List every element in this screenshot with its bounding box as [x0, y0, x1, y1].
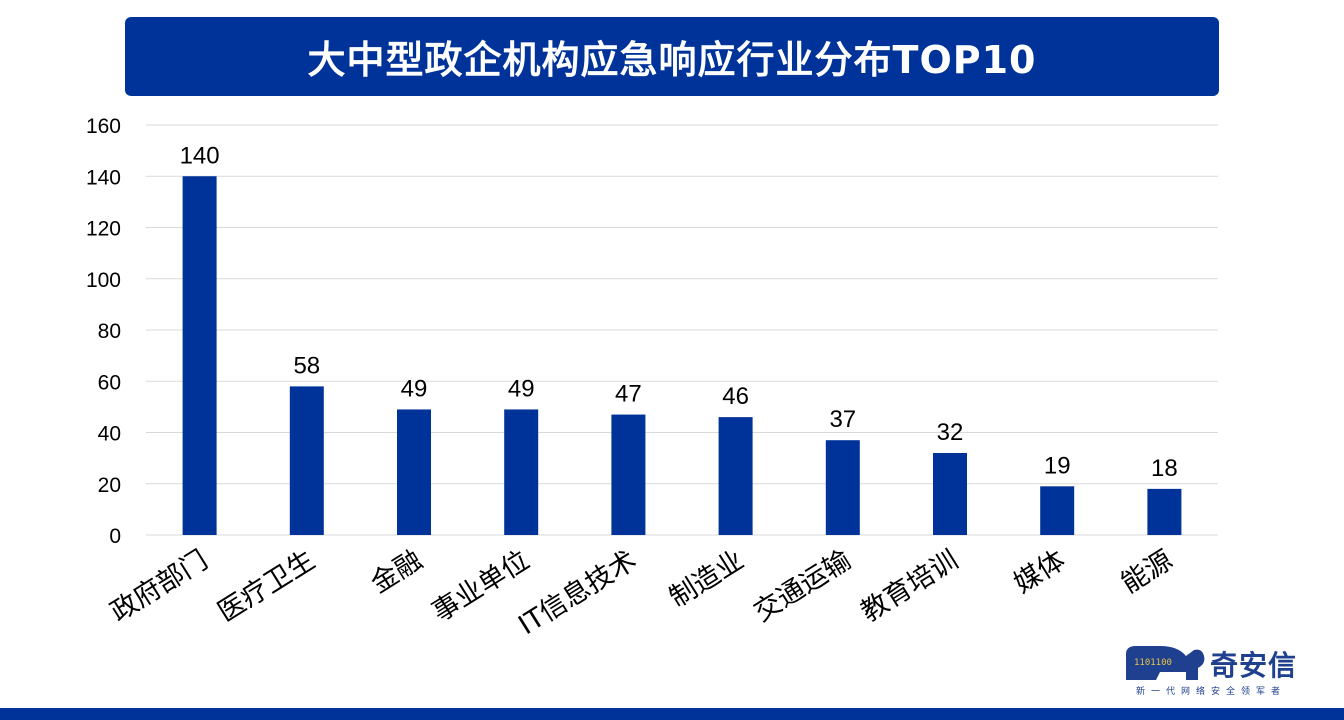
data-labels: 140 58 49 49 47 46 37 32 19 18	[180, 142, 1178, 482]
data-label: 19	[1044, 452, 1071, 479]
bar	[1040, 486, 1075, 535]
category-label: 教育培训	[856, 545, 964, 629]
bar	[289, 386, 324, 535]
y-tick-label: 20	[98, 474, 121, 497]
data-label: 18	[1151, 455, 1178, 482]
bottom-bar	[0, 708, 1344, 720]
data-label: 58	[293, 352, 320, 379]
data-label: 140	[180, 142, 220, 169]
y-tick-label: 40	[98, 423, 121, 446]
qianxin-logo: 1101100 奇安信 新一代网络安全领军者	[1120, 640, 1320, 700]
logo-slogan: 新一代网络安全领军者	[1136, 687, 1287, 697]
y-tick-label: 60	[98, 371, 121, 394]
data-label: 32	[937, 419, 964, 446]
data-label: 47	[615, 381, 642, 408]
y-axis: 0 20 40 60 80 100 120 140 160	[86, 115, 121, 548]
category-label: 媒体	[1009, 545, 1071, 600]
gridlines	[146, 124, 1218, 536]
bar	[611, 414, 646, 535]
data-label: 46	[722, 383, 749, 410]
logo-name: 奇安信	[1210, 649, 1298, 682]
bar	[718, 417, 753, 535]
y-tick-label: 100	[86, 269, 121, 292]
data-label: 49	[508, 375, 535, 402]
data-label: 49	[401, 375, 428, 402]
category-label: 金融	[365, 545, 427, 600]
chart-title: 大中型政企机构应急响应行业分布TOP10	[307, 38, 1037, 82]
tiger-logo-icon: 1101100	[1126, 646, 1205, 680]
y-tick-label: 0	[109, 525, 121, 548]
category-label: 制造业	[664, 545, 749, 614]
y-tick-label: 140	[86, 166, 121, 189]
bar	[933, 453, 967, 535]
category-label: 医疗卫生	[212, 545, 320, 629]
bar	[1147, 488, 1182, 535]
bar	[504, 409, 539, 535]
bars	[182, 176, 1182, 535]
bar	[397, 409, 431, 535]
bar	[182, 176, 217, 535]
bar	[825, 440, 860, 535]
data-label: 37	[829, 406, 856, 433]
svg-text:1101100: 1101100	[1134, 658, 1172, 668]
y-tick-label: 160	[86, 115, 121, 138]
category-label: 政府部门	[105, 545, 213, 629]
category-label: 交通运输	[748, 545, 856, 629]
category-label: IT信息技术	[513, 545, 642, 641]
title-banner: 大中型政企机构应急响应行业分布TOP10	[125, 17, 1219, 96]
y-tick-label: 80	[98, 320, 121, 343]
category-label: 能源	[1116, 545, 1178, 600]
y-tick-label: 120	[86, 218, 121, 241]
